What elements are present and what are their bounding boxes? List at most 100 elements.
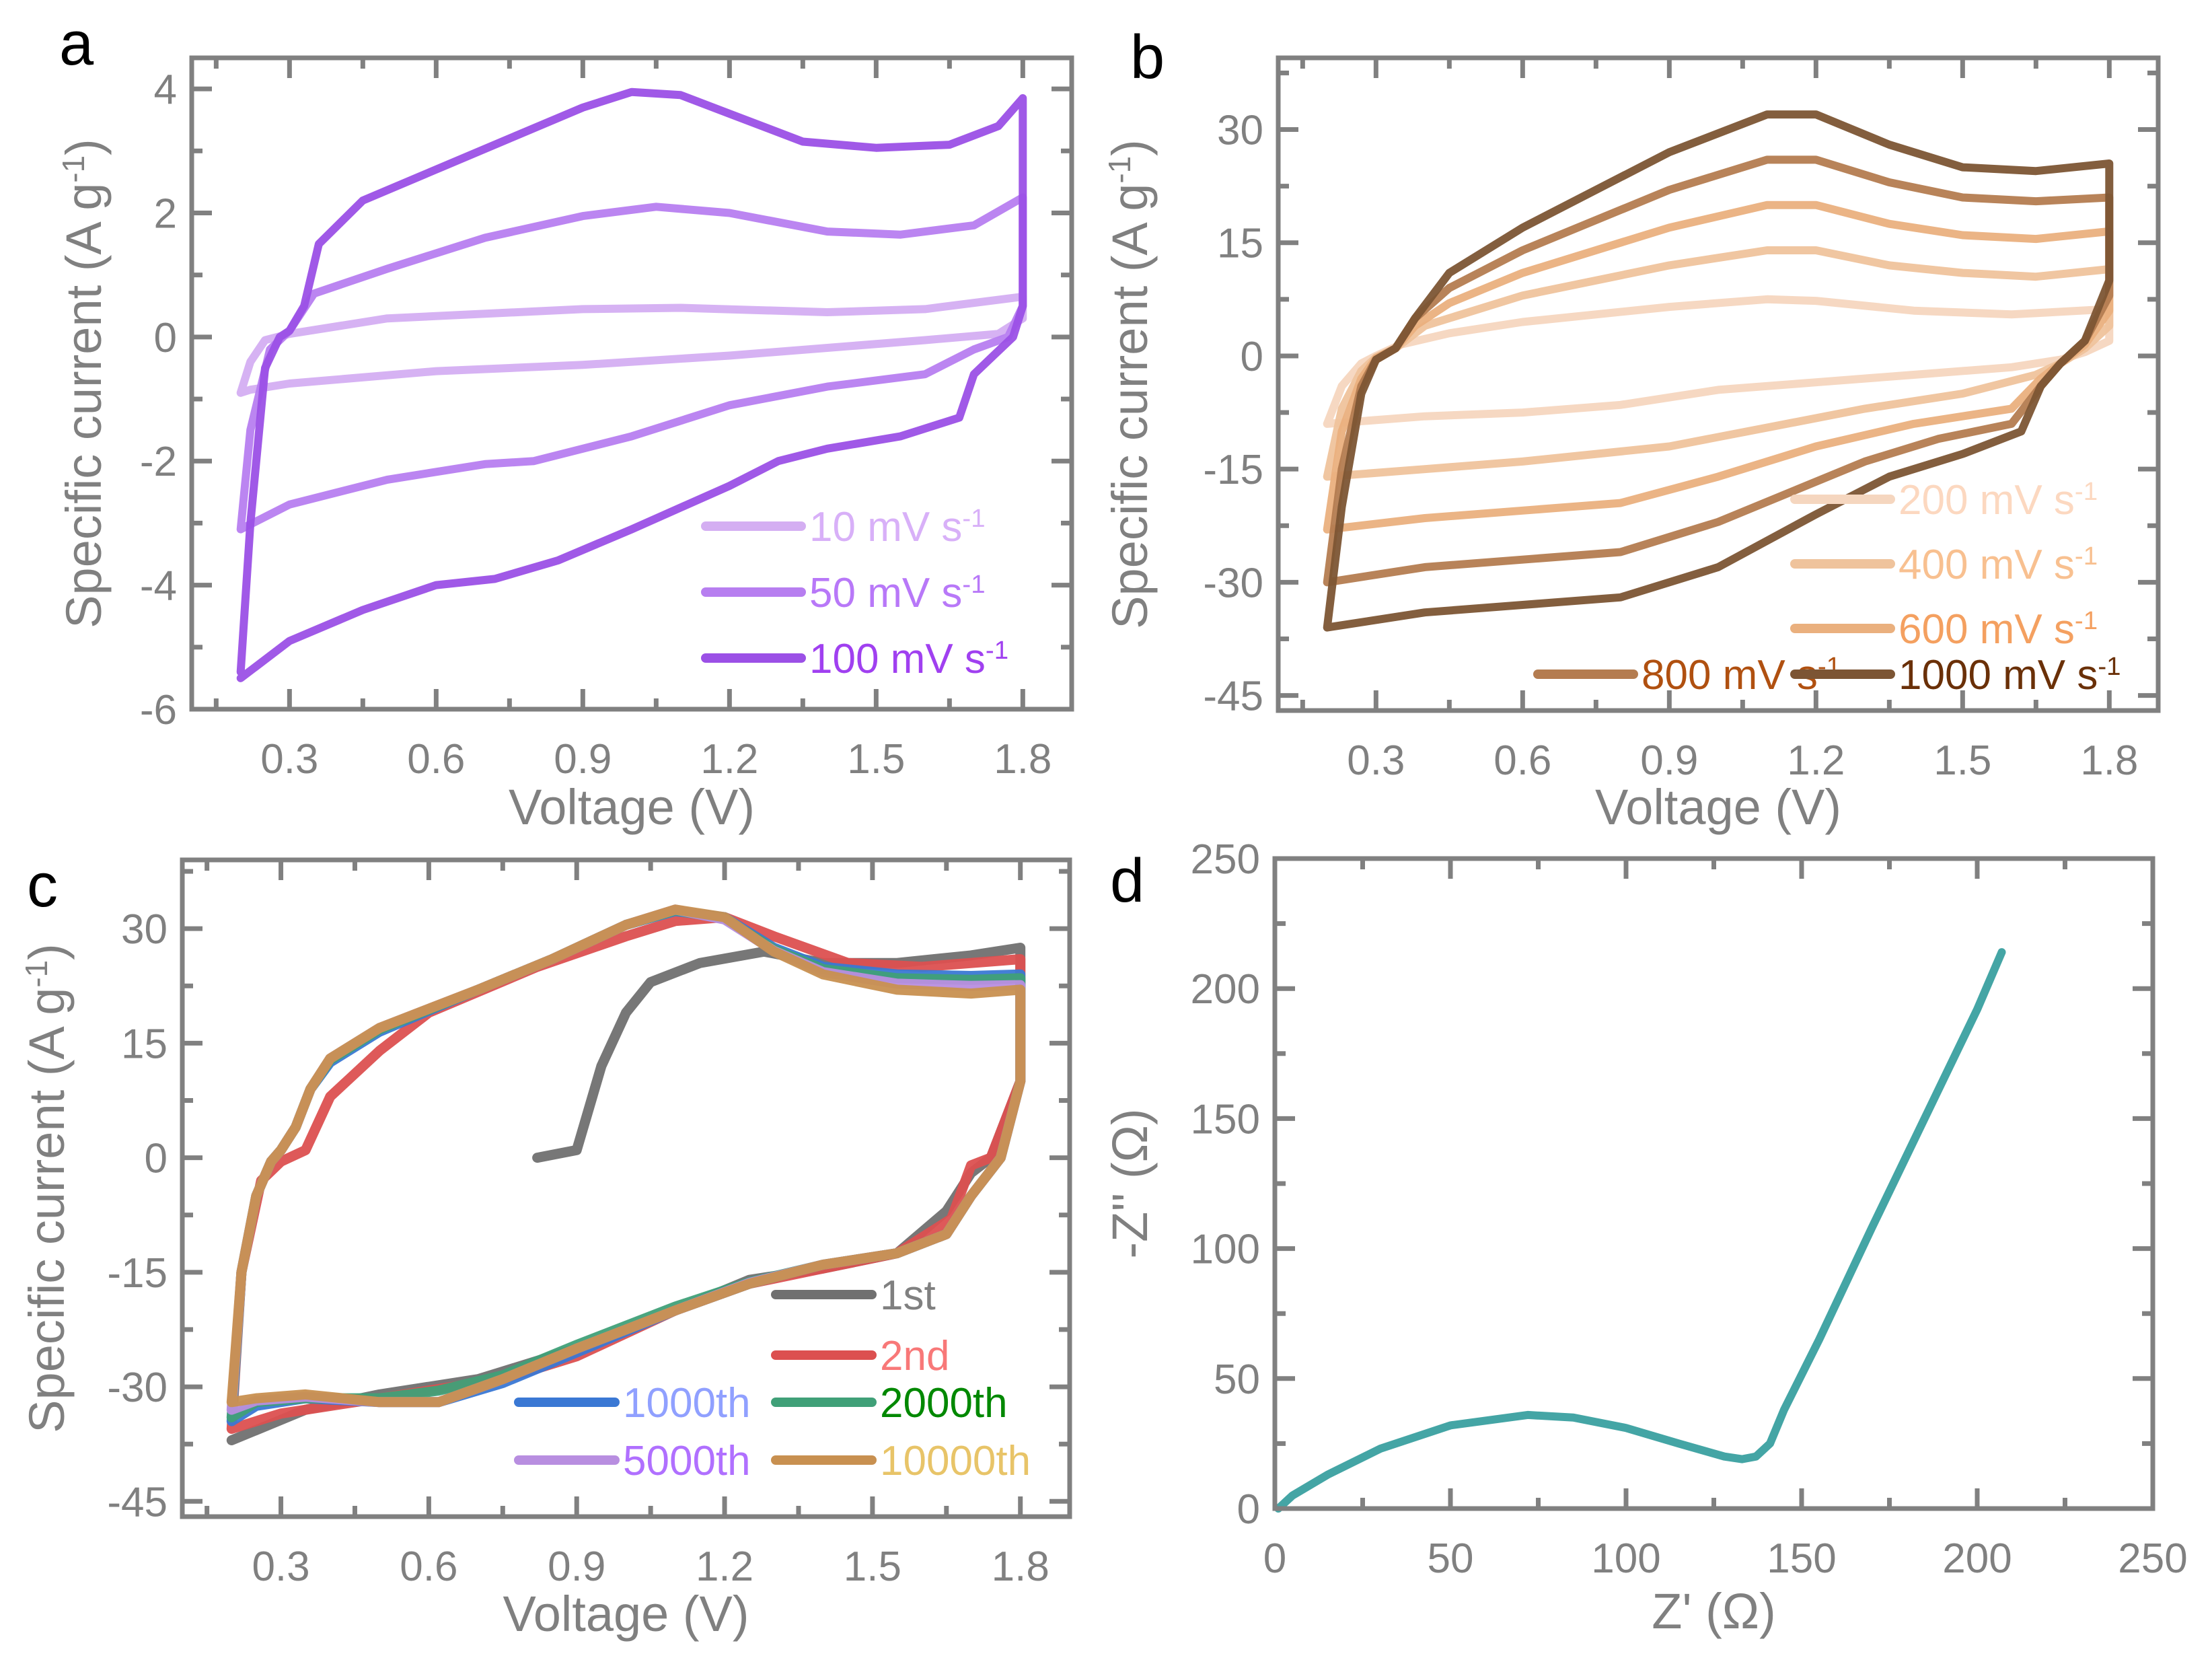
legend-item: 50 mV s-1: [701, 570, 986, 616]
plot-frame: [1276, 55, 2161, 713]
panel-b: 0.3 0.6 0.9 1.2 1.5 1.8 -45 -30 -15 0 15 30 Voltage …: [1102, 23, 2161, 835]
legend-label: 400 mV s-1: [1898, 542, 2098, 588]
x-tick-label: 0.6: [1494, 737, 1551, 784]
x-tick-label: 1.8: [994, 736, 1052, 783]
legend-item: 100 mV s-1: [701, 636, 1008, 682]
y-tick-label: -45: [107, 1479, 168, 1525]
legend: 10 mV s-1 50 mV s-1 100 mV s-1: [701, 504, 1008, 682]
y-tick-label: -45: [1203, 674, 1263, 720]
x-tick-label: 1.8: [992, 1544, 1049, 1590]
series-group: [1323, 110, 2114, 632]
x-tick-label: 0.9: [548, 1544, 605, 1590]
legend-item: 400 mV s-1: [1790, 542, 2098, 588]
panel-letter: a: [59, 9, 94, 78]
legend-label: 2nd: [880, 1333, 949, 1379]
x-axis-title: Voltage (V): [503, 1586, 749, 1642]
y-tick-label: 250: [1191, 836, 1260, 883]
panel-letter: d: [1110, 846, 1144, 915]
y-tick-label: 150: [1191, 1096, 1260, 1143]
x-tick-label: 1.5: [847, 736, 905, 783]
y-tick-label: -6: [140, 687, 177, 733]
y-tick-label: 0: [1241, 334, 1263, 380]
y-axis-title: Specific current (A g-1): [1102, 139, 1158, 629]
legend: 200 mV s-1 400 mV s-1 600 mV s-1 800 mV s-1…: [1533, 477, 2121, 698]
legend-label: 1000th: [623, 1380, 751, 1426]
x-tick-label: 0.9: [1640, 737, 1698, 784]
y-tick-label: 50: [1214, 1356, 1260, 1403]
panel-c: 0.3 0.6 0.9 1.2 1.5 1.8 -45 -30 -15 0 15 30 Voltage …: [19, 851, 1072, 1642]
legend-label: 10000th: [880, 1438, 1031, 1484]
legend-item: 1000th: [514, 1380, 751, 1426]
y-tick-label: 15: [121, 1021, 168, 1067]
x-tick-label: 100: [1591, 1535, 1660, 1582]
y-tick-label: -30: [107, 1365, 168, 1411]
y-axis-title: Specific current (A g-1): [56, 139, 112, 628]
x-axis-title: Voltage (V): [509, 779, 755, 835]
legend-label: 600 mV s-1: [1898, 606, 2098, 653]
x-tick-label: 150: [1767, 1535, 1836, 1582]
y-tick-label: -30: [1203, 560, 1263, 606]
series-group: [226, 904, 1026, 1445]
x-tick-label: 1.2: [700, 736, 758, 783]
legend-item: 2nd: [771, 1333, 949, 1379]
x-tick-label: 0.9: [554, 736, 612, 783]
y-tick-label: -2: [140, 439, 177, 485]
series-line-1000-mv-s-1: [1323, 110, 2114, 632]
series-line-nyquist: [1274, 948, 2006, 1513]
series-group: [236, 87, 1027, 682]
plot-frame: [180, 857, 1072, 1519]
y-tick-label: 2: [154, 190, 177, 237]
legend-label: 5000th: [623, 1438, 751, 1484]
legend-item: 5000th: [514, 1438, 751, 1484]
panel-letter: c: [27, 851, 58, 920]
y-axis-title: Specific current (A g-1): [19, 943, 75, 1433]
x-tick-label: 0: [1263, 1535, 1286, 1582]
x-tick-label: 1.2: [696, 1544, 753, 1590]
x-tick-label: 50: [1428, 1535, 1474, 1582]
legend-label: 100 mV s-1: [809, 636, 1008, 682]
legend-item: 200 mV s-1: [1790, 477, 2098, 523]
x-tick-label: 0.3: [1347, 737, 1405, 784]
legend-label: 50 mV s-1: [809, 570, 986, 616]
y-tick-label: 0: [154, 315, 177, 361]
legend-item: 2000th: [771, 1380, 1008, 1426]
legend-item: 10 mV s-1: [701, 504, 986, 550]
plot-frame: [1272, 856, 2155, 1511]
legend-item: 1000 mV s-1: [1790, 652, 2121, 698]
plot-frame: [189, 55, 1074, 712]
legend-label: 200 mV s-1: [1898, 477, 2098, 523]
y-tick-label: 4: [154, 67, 177, 113]
x-tick-label: 250: [2118, 1535, 2187, 1582]
legend-item: 600 mV s-1: [1790, 606, 2098, 653]
panel-letter: b: [1130, 23, 1165, 92]
y-axis-title: -Z'' (Ω): [1102, 1108, 1158, 1258]
y-tick-label: 200: [1191, 966, 1260, 1013]
legend-label: 10 mV s-1: [809, 504, 986, 550]
series-line-100-mv-s-1: [236, 87, 1027, 682]
legend: 1st 2nd 1000th 2000th 5000th 10000th: [514, 1272, 1031, 1484]
series-line-10000th: [226, 904, 1026, 1408]
panel-a: 0.3 0.6 0.9 1.2 1.5 1.8 -6 -4 -2 0 2 4 Voltage (V) Sp…: [56, 9, 1074, 835]
y-tick-label: -15: [1203, 447, 1263, 493]
y-tick-label: 100: [1191, 1227, 1260, 1273]
y-tick-label: 0: [1237, 1486, 1260, 1533]
y-tick-label: 30: [121, 906, 168, 953]
panel-d: 0 50 100 150 200 250 0 50 100 150 200 250 Z' (Ω) -Z''…: [1102, 836, 2188, 1639]
legend-label: 800 mV s-1: [1642, 652, 1841, 698]
legend-label: 1st: [880, 1272, 936, 1319]
y-tick-label: 0: [145, 1136, 168, 1182]
x-tick-label: 0.6: [407, 736, 465, 783]
x-tick-label: 1.5: [1933, 737, 1991, 784]
y-tick-label: 30: [1217, 108, 1263, 154]
legend-item: 10000th: [771, 1438, 1031, 1484]
legend-item: 800 mV s-1: [1533, 652, 1841, 698]
x-tick-label: 0.6: [400, 1544, 457, 1590]
legend-label: 2000th: [880, 1380, 1008, 1426]
x-axis-title: Voltage (V): [1595, 779, 1841, 835]
x-tick-label: 1.2: [1787, 737, 1845, 784]
x-tick-label: 0.3: [260, 736, 318, 783]
x-tick-label: 0.3: [252, 1544, 309, 1590]
y-tick-label: -4: [140, 563, 177, 610]
